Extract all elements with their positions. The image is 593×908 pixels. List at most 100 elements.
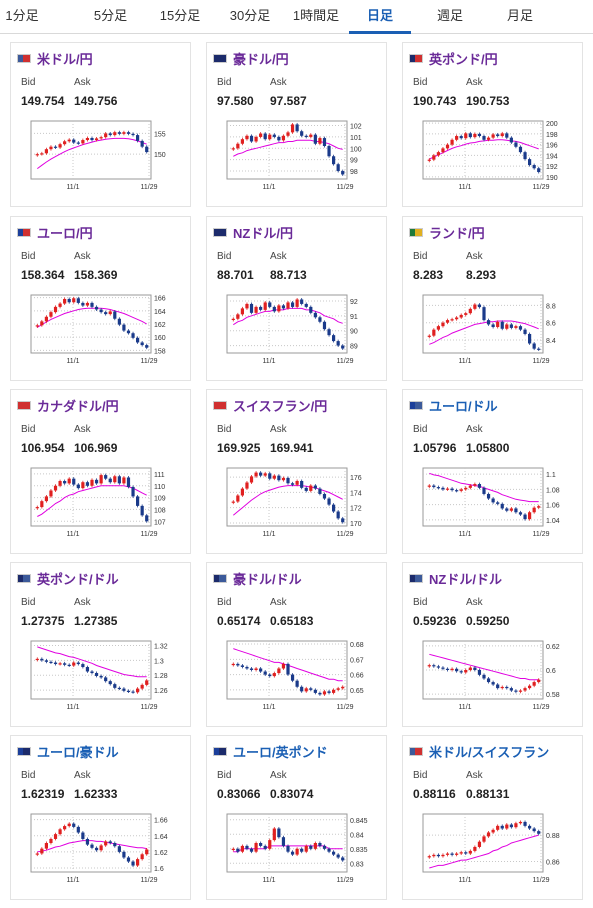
card-header[interactable]: ユーロ/英ポンド	[213, 742, 328, 760]
rate-card[interactable]: 豪ドル/ドル Bid Ask 0.65174 0.65183 0.68 0.67 0.66 0.…	[206, 562, 387, 727]
candle	[491, 682, 495, 685]
mini-chart[interactable]: 200 198 196 194 192 190 11/1 11/29	[409, 113, 578, 199]
mini-chart[interactable]: 0.845 0.84 0.835 0.83 11/1 11/29	[213, 806, 382, 892]
bid-value: 149.754	[21, 94, 65, 108]
candle	[486, 832, 491, 837]
pair-title[interactable]: 米ドル/スイスフラン	[429, 744, 550, 760]
tab-3[interactable]: 15分足	[159, 8, 201, 23]
pair-title[interactable]: ランド/円	[429, 225, 485, 241]
candle	[445, 668, 450, 670]
candle	[249, 303, 254, 313]
rate-card[interactable]: ランド/円 Bid Ask 8.283 8.293 8.8 8.6 8.4 11/1 11/29	[402, 216, 583, 381]
candle	[53, 662, 58, 665]
rate-card[interactable]: 豪ドル/円 Bid Ask 97.580 97.587 102 101 100 99 98 11/1…	[206, 42, 387, 207]
candle	[67, 298, 71, 303]
candle	[336, 688, 340, 690]
y-tick-label: 1.08	[546, 487, 560, 494]
candle	[81, 302, 85, 306]
rate-card[interactable]: 米ドル/円 Bid Ask 149.754 149.756 155 150 11/1 11/29	[10, 42, 191, 207]
rate-card[interactable]: ユーロ/円 Bid Ask 158.364 158.369 166 164 162 160 158…	[10, 216, 191, 381]
rate-card[interactable]: 英ポンド/ドル Bid Ask 1.27375 1.27385 1.32 1.3 1.28 1.…	[10, 562, 191, 727]
candle	[145, 345, 149, 348]
x-tick-label: 11/29	[141, 358, 158, 365]
candle	[441, 487, 445, 490]
mini-chart[interactable]: 92 91 90 89 11/1 11/29	[213, 287, 382, 373]
rate-card[interactable]: NZドル/ドル Bid Ask 0.59236 0.59250 0.62 0.6 0.58 11…	[402, 562, 583, 727]
pair-title[interactable]: NZドル/ドル	[429, 571, 502, 587]
mini-chart[interactable]: 0.68 0.67 0.66 0.65 11/1 11/29	[213, 633, 382, 719]
pair-title[interactable]: 英ポンド/円	[429, 51, 498, 67]
pair-title[interactable]: 米ドル/円	[37, 51, 93, 67]
bid-label: Bid	[413, 770, 428, 781]
mini-chart[interactable]: 176 174 172 170 11/1 11/29	[213, 460, 382, 546]
mini-chart[interactable]: 1.66 1.64 1.62 1.6 11/1 11/29	[17, 806, 186, 892]
candle	[309, 845, 313, 849]
y-tick-label: 1.64	[154, 834, 168, 841]
candle	[491, 829, 495, 833]
tab-4[interactable]: 30分足	[229, 8, 271, 23]
pair-title[interactable]: カナダドル/円	[37, 398, 119, 414]
ask-value: 1.27385	[74, 614, 118, 628]
y-tick-label: 0.62	[546, 644, 560, 651]
pair-title[interactable]: ユーロ/英ポンド	[233, 744, 328, 760]
candle	[441, 148, 445, 153]
card-header[interactable]: NZドル/円	[213, 223, 293, 241]
candle	[505, 824, 509, 829]
candle	[341, 171, 345, 175]
mini-chart[interactable]: 1.32 1.3 1.28 1.26 11/1 11/29	[17, 633, 186, 719]
card-header[interactable]: 米ドル/円	[17, 49, 93, 67]
mini-chart[interactable]: 111 110 109 108 107 11/1 11/29	[17, 460, 186, 546]
pair-title[interactable]: ユーロ/豪ドル	[37, 744, 119, 760]
candle	[336, 511, 340, 519]
card-header[interactable]: 米ドル/スイスフラン	[409, 742, 549, 760]
mini-chart[interactable]: 0.62 0.6 0.58 11/1 11/29	[409, 633, 578, 719]
pair-title[interactable]: スイスフラン/円	[233, 398, 328, 414]
mini-chart[interactable]: 1.1 1.08 1.06 1.04 11/1 11/29	[409, 460, 578, 546]
tab-5[interactable]: 1時間足	[292, 8, 340, 23]
pair-title[interactable]: 豪ドル/ドル	[233, 571, 302, 587]
tab-1[interactable]: 1分足	[5, 8, 39, 23]
card-header[interactable]: 豪ドル/ドル	[213, 569, 302, 587]
pair-title[interactable]: 豪ドル/円	[233, 51, 289, 67]
rate-card[interactable]: スイスフラン/円 Bid Ask 169.925 169.941 176 174 172 170…	[206, 389, 387, 554]
mini-chart[interactable]: 0.88 0.86 11/1 11/29	[409, 806, 578, 892]
y-tick-label: 109	[154, 496, 166, 503]
mini-chart[interactable]: 102 101 100 99 98 11/1 11/29	[213, 113, 382, 199]
mini-chart[interactable]: 8.8 8.6 8.4 11/1 11/29	[409, 287, 578, 373]
rate-card[interactable]: カナダドル/円 Bid Ask 106.954 106.969 111 110 109 108 1…	[10, 389, 191, 554]
card-header[interactable]: NZドル/ドル	[409, 569, 502, 587]
plot-frame	[422, 813, 544, 873]
candle	[455, 853, 459, 855]
pair-title[interactable]: 英ポンド/ドル	[37, 571, 119, 587]
tab-7[interactable]: 週足	[436, 8, 463, 23]
y-tick-label: 100	[350, 146, 362, 153]
pair-title[interactable]: NZドル/円	[233, 225, 293, 241]
card-header[interactable]: カナダドル/円	[17, 396, 119, 414]
card-header[interactable]: ランド/円	[409, 223, 485, 241]
card-header[interactable]: スイスフラン/円	[213, 396, 327, 414]
candle	[108, 681, 112, 685]
currency-flag-icon	[17, 227, 31, 237]
rate-card[interactable]: 英ポンド/円 Bid Ask 190.743 190.753 200 198 196 194 19…	[402, 42, 583, 207]
tab-8[interactable]: 月足	[506, 8, 533, 23]
card-header[interactable]: 英ポンド/ドル	[17, 569, 119, 587]
card-header[interactable]: ユーロ/円	[17, 223, 93, 241]
rate-card[interactable]: 米ドル/スイスフラン Bid Ask 0.88116 0.88131 0.88 0.86 11…	[402, 735, 583, 900]
card-header[interactable]: ユーロ/ドル	[409, 396, 498, 414]
card-header[interactable]: 豪ドル/円	[213, 49, 289, 67]
card-header[interactable]: ユーロ/豪ドル	[17, 742, 119, 760]
pair-title[interactable]: ユーロ/ドル	[429, 398, 498, 414]
pair-title[interactable]: ユーロ/円	[37, 225, 93, 241]
rate-card[interactable]: ユーロ/豪ドル Bid Ask 1.62319 1.62333 1.66 1.64 1.62 1…	[10, 735, 191, 900]
tab-2[interactable]: 5分足	[93, 8, 128, 23]
mini-chart[interactable]: 166 164 162 160 158 11/1 11/29	[17, 287, 186, 373]
card-header[interactable]: 英ポンド/円	[409, 49, 498, 67]
tab-6[interactable]: 日足	[349, 0, 411, 34]
rate-card[interactable]: ユーロ/ドル Bid Ask 1.05796 1.05800 1.1 1.08 1.06 1.0…	[402, 389, 583, 554]
candle	[122, 132, 126, 134]
candle	[532, 507, 536, 513]
rate-card[interactable]: NZドル/円 Bid Ask 88.701 88.713 92 91 90 89 11/1 11/2…	[206, 216, 387, 381]
ask-label: Ask	[270, 77, 287, 88]
rate-card[interactable]: ユーロ/英ポンド Bid Ask 0.83066 0.83074 0.845 0.84 0.8…	[206, 735, 387, 900]
mini-chart[interactable]: 155 150 11/1 11/29	[17, 113, 186, 199]
